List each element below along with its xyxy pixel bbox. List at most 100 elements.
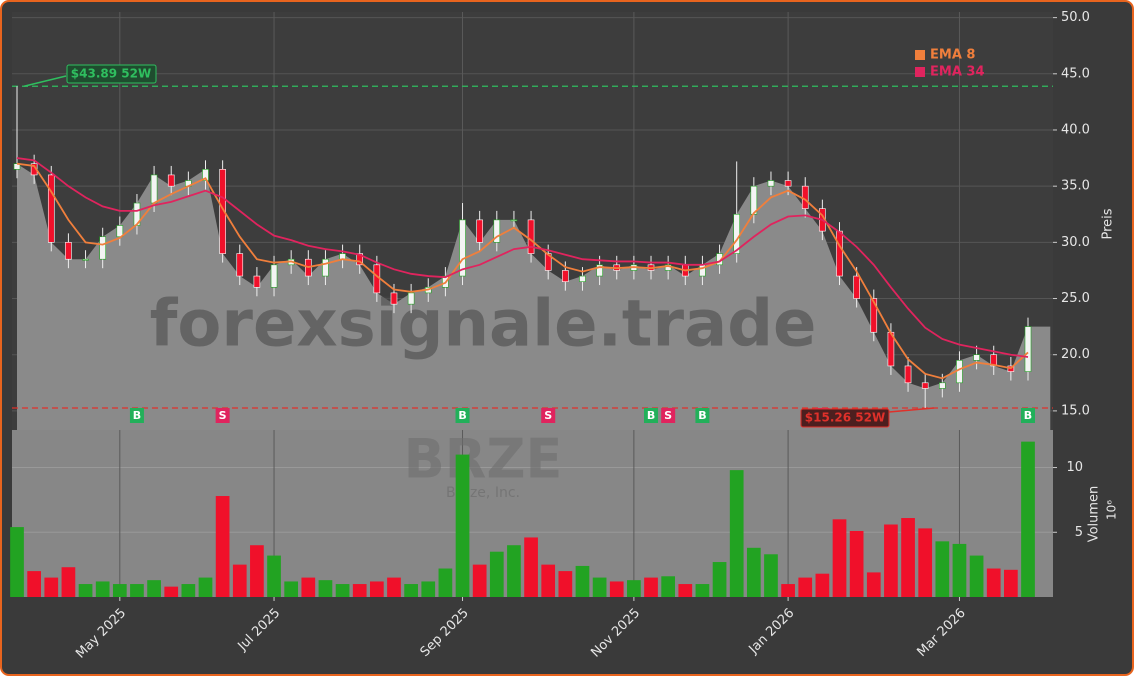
signal-badge — [129, 408, 144, 423]
candle-body — [356, 253, 364, 266]
signal-label: S — [664, 409, 672, 422]
signal-label: B — [133, 409, 141, 422]
volume-bar — [746, 547, 761, 597]
y-tick-label: 50.0 — [1061, 10, 1090, 25]
volume-bar — [27, 571, 41, 597]
volume-bar — [627, 580, 641, 597]
volume-bar — [267, 555, 281, 597]
candle-body — [82, 258, 89, 261]
volume-bar — [352, 584, 367, 597]
y-tick-label: 30.0 — [1061, 235, 1090, 250]
candle-body — [904, 365, 912, 384]
candle-body — [596, 264, 603, 277]
volume-bar — [215, 496, 230, 597]
candle-body — [476, 219, 483, 243]
candle-body — [939, 382, 946, 389]
candle-body — [836, 230, 843, 277]
legend-swatch — [915, 50, 925, 60]
candle-body — [116, 225, 124, 238]
signal-badge — [644, 408, 659, 423]
volume-bar — [130, 584, 144, 597]
signal-badge — [661, 408, 676, 423]
volume-bar — [986, 568, 1001, 597]
low-52w-box — [800, 408, 890, 428]
low-52w-label: $15.26 52W — [805, 411, 885, 425]
candle-body — [99, 236, 106, 260]
volume-bar — [489, 551, 504, 597]
candle-body — [956, 360, 963, 384]
volume-bar — [78, 584, 93, 597]
volume-bar — [335, 584, 350, 597]
candle-body — [853, 275, 860, 299]
volume-bar — [935, 541, 950, 597]
volume-axis-title: Volumen — [1087, 486, 1102, 543]
candle-body — [510, 219, 518, 222]
volume-bar — [284, 581, 299, 597]
signal-label: B — [458, 409, 466, 422]
volume-bar — [832, 519, 847, 597]
candle-body — [65, 242, 72, 260]
candle-body — [579, 275, 586, 282]
candle-body — [270, 264, 278, 288]
candle-body — [373, 264, 381, 294]
volume-bar — [507, 545, 521, 597]
volume-bar — [884, 524, 898, 597]
candle-body — [870, 298, 878, 333]
y-tick-label: 15.0 — [1061, 403, 1090, 418]
volume-y-tick-label: 10 — [1066, 460, 1083, 475]
candle-body — [322, 258, 329, 277]
candle-body — [219, 169, 226, 254]
candle-body — [150, 174, 158, 204]
candle-body — [973, 354, 980, 361]
volume-bar — [301, 577, 316, 597]
candle-body — [1024, 326, 1032, 372]
volume-bar — [592, 577, 607, 597]
volume-axis-unit: 10⁶ — [1105, 500, 1119, 520]
high-52w-arrow — [23, 75, 67, 88]
candle-body — [990, 354, 998, 367]
volume-bar — [815, 573, 830, 597]
volume-bar — [661, 576, 676, 597]
volume-bar — [849, 530, 864, 597]
volume-bar — [95, 581, 110, 597]
volume-bar — [387, 577, 401, 597]
volume-bar — [729, 470, 744, 597]
volume-bar — [181, 584, 196, 597]
volume-bar — [147, 580, 161, 597]
candle-body — [167, 174, 175, 187]
volume-bar — [866, 572, 881, 597]
volume-bar — [472, 564, 487, 597]
signal-label: S — [219, 409, 227, 422]
volume-bar — [764, 554, 778, 597]
volume-bar — [10, 527, 24, 597]
legend-label: EMA 8 — [930, 48, 975, 63]
signal-label: B — [1024, 409, 1032, 422]
low-52w-arrow — [888, 407, 935, 413]
volume-bar — [918, 528, 933, 597]
signal-label: B — [698, 409, 706, 422]
volume-bar — [644, 577, 658, 597]
ema-line — [16, 162, 1029, 380]
volume-bar — [438, 568, 453, 597]
y-tick-label: 35.0 — [1061, 179, 1090, 194]
volume-bar — [901, 518, 915, 597]
y-tick-label: 45.0 — [1061, 66, 1090, 81]
candle-body — [459, 219, 466, 277]
candle-body — [236, 253, 244, 277]
volume-bar — [198, 577, 213, 597]
candle-body — [253, 275, 261, 288]
ticker-watermark: BRZE — [404, 428, 563, 491]
y-axis-title: Preis — [1101, 208, 1116, 239]
price-area — [17, 163, 1051, 430]
signal-badge — [455, 408, 470, 423]
candle-body — [390, 292, 398, 305]
candle-body — [562, 270, 569, 282]
volume-bar — [695, 584, 710, 597]
volume-bar — [798, 577, 813, 597]
volume-bar — [232, 564, 247, 597]
volume-bar — [558, 571, 573, 597]
volume-bar — [781, 584, 795, 597]
ema-line — [16, 157, 1029, 358]
volume-bar — [524, 537, 538, 597]
